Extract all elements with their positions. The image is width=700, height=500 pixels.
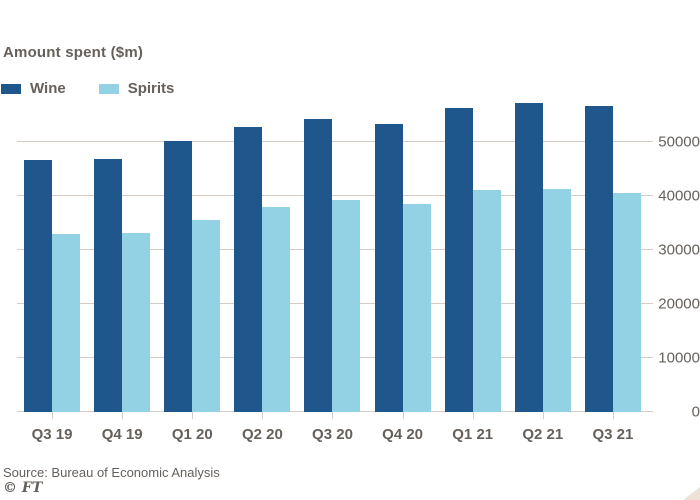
bar-group: Q3 20 xyxy=(297,118,367,443)
y-axis-tick xyxy=(648,303,653,304)
bar-spirits xyxy=(402,204,431,412)
bar-group: Q1 21 xyxy=(438,107,508,443)
x-axis-tick xyxy=(332,412,334,419)
legend-label-wine: Wine xyxy=(30,80,66,97)
y-axis-tick xyxy=(648,249,653,250)
bar-wine xyxy=(164,141,193,412)
x-axis-label: Q1 20 xyxy=(171,426,213,443)
bar-spirits xyxy=(612,193,641,412)
bar-wine xyxy=(304,118,333,412)
x-axis-label: Q2 20 xyxy=(241,426,283,443)
y-axis-tick xyxy=(648,411,653,412)
x-axis-tick xyxy=(612,412,614,419)
y-axis-tick xyxy=(648,141,653,142)
x-axis-label: Q3 19 xyxy=(31,426,73,443)
x-axis-tick xyxy=(122,412,124,419)
y-axis-label: 40000 xyxy=(658,187,700,205)
x-axis-label: Q4 20 xyxy=(382,426,424,443)
x-axis-tick xyxy=(262,412,264,419)
x-axis-label: Q1 21 xyxy=(452,426,494,443)
legend-label-spirits: Spirits xyxy=(127,80,175,97)
bar-spirits xyxy=(262,206,291,412)
ft-logo: © FT xyxy=(3,480,43,496)
legend-item-wine: Wine xyxy=(1,80,66,97)
bar-wine xyxy=(584,105,613,412)
y-axis-tick xyxy=(648,357,653,358)
wine-swatch-icon xyxy=(1,83,21,94)
x-axis-tick xyxy=(192,412,194,419)
bar-group: Q3 21 xyxy=(578,105,648,443)
bar-wine xyxy=(94,158,123,412)
bar-group: Q1 20 xyxy=(157,141,227,443)
x-axis-tick xyxy=(52,412,54,419)
bar-wine xyxy=(374,124,403,412)
x-axis-label: Q3 21 xyxy=(592,426,634,443)
bar-group: Q2 20 xyxy=(227,126,297,443)
x-axis-label: Q2 21 xyxy=(522,426,564,443)
bar-wine xyxy=(234,126,263,412)
y-axis-label: 10000 xyxy=(658,349,700,367)
bar-spirits xyxy=(472,190,501,412)
bar-wine xyxy=(24,160,53,412)
bar-group: Q4 19 xyxy=(87,142,157,443)
gridline xyxy=(17,195,648,196)
y-axis-label: 50000 xyxy=(658,133,700,151)
bar-wine xyxy=(514,103,543,412)
bar-spirits xyxy=(122,233,151,412)
plot-area: 0 10000 20000 30000 40000 50000 Q3 19 Q4 19 Q1 2… xyxy=(17,103,700,443)
spirits-swatch-icon xyxy=(98,83,119,94)
x-axis-tick xyxy=(472,412,474,419)
legend-item-spirits: Spirits xyxy=(98,80,175,97)
chart-title: Amount spent ($m) xyxy=(3,44,144,61)
bar-group: Q3 19 xyxy=(17,142,87,443)
gridline xyxy=(17,141,648,142)
y-axis-label: 20000 xyxy=(658,295,700,313)
bar-spirits xyxy=(192,219,221,412)
x-axis-tick xyxy=(542,412,544,419)
y-axis-tick xyxy=(648,195,653,196)
corner-triangle-icon xyxy=(683,487,700,500)
legend: Wine Spirits xyxy=(1,80,174,97)
bar-spirits xyxy=(332,199,361,412)
x-axis-label: Q3 20 xyxy=(312,426,353,443)
bar-spirits xyxy=(52,233,81,412)
bar-wine xyxy=(444,107,473,412)
bar-spirits xyxy=(542,188,571,412)
x-axis-label: Q4 19 xyxy=(101,426,143,443)
x-axis-tick xyxy=(402,412,404,419)
source-text: Source: Bureau of Economic Analysis xyxy=(3,465,220,480)
bar-group: Q2 21 xyxy=(508,103,578,443)
y-axis-label: 0 xyxy=(691,403,700,421)
bar-group: Q4 20 xyxy=(368,124,438,443)
y-axis-label: 30000 xyxy=(658,241,700,259)
